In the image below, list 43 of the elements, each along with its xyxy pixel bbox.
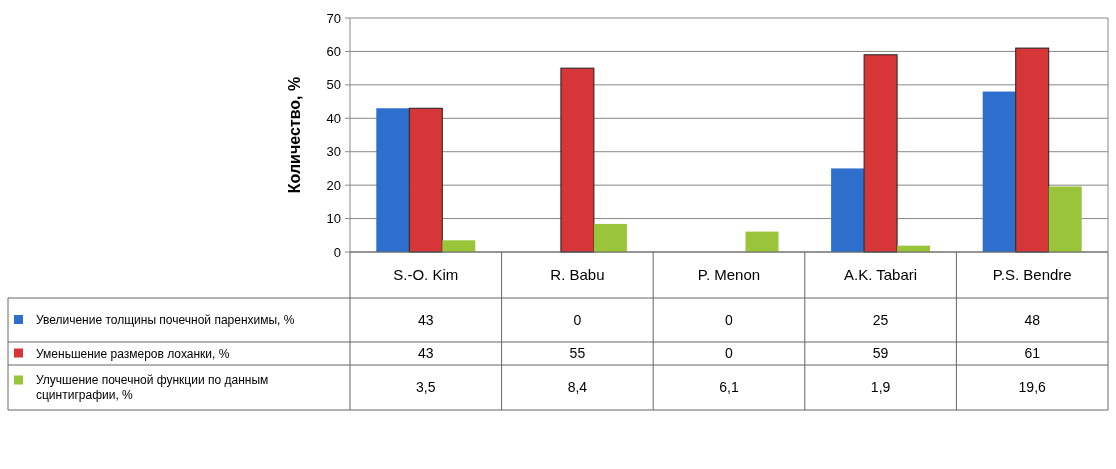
x-tick-label: A.K. Tabari	[844, 266, 918, 284]
data-label: 8,4	[567, 379, 588, 396]
bar	[593, 223, 627, 252]
bar	[1048, 186, 1082, 252]
data-label: 19,6	[1018, 379, 1047, 396]
y-axis-title: Количество, %	[286, 76, 303, 194]
bar	[1015, 47, 1050, 253]
bar	[863, 54, 898, 253]
data-label: 0	[725, 311, 734, 328]
x-tick-label: P. Menon	[697, 266, 761, 284]
x-tick-label: S.-O. Kim	[393, 266, 459, 284]
data-label: 43	[418, 311, 434, 328]
y-tick-label: 20	[326, 177, 341, 193]
data-label: 55	[569, 345, 586, 362]
data-label: 48	[1024, 311, 1041, 328]
x-tick-label: R. Babu	[550, 266, 605, 284]
bar	[376, 108, 410, 252]
data-label: 25	[872, 311, 889, 328]
legend-label: Увеличение толщины почечной паренхимы, %	[36, 313, 295, 328]
bar	[745, 231, 779, 252]
data-label: 1,9	[870, 379, 891, 396]
legend-label: Улучшение почечной функции по данным сцинтиграфии, %	[36, 373, 269, 403]
bar	[831, 168, 865, 252]
x-tick-label: P.S. Bendre	[992, 266, 1072, 284]
y-tick-label: 70	[326, 10, 341, 26]
data-label: 0	[725, 345, 734, 362]
y-tick-label: 40	[326, 110, 341, 126]
y-tick-label: 50	[326, 77, 341, 93]
legend-label: Уменьшение размеров лоханки, %	[36, 346, 230, 361]
bar	[560, 67, 595, 253]
y-tick-label: 0	[333, 244, 341, 260]
bar	[408, 107, 443, 253]
data-label: 59	[872, 345, 889, 362]
bar	[442, 240, 476, 252]
y-tick-label: 60	[326, 43, 341, 59]
bar	[982, 91, 1016, 252]
data-label: 61	[1024, 345, 1041, 362]
y-tick-label: 30	[326, 144, 341, 160]
y-tick-label: 10	[326, 211, 341, 227]
data-label: 6,1	[719, 379, 739, 396]
data-label: 43	[418, 345, 434, 362]
data-label: 0	[573, 311, 582, 328]
data-label: 3,5	[416, 379, 436, 396]
